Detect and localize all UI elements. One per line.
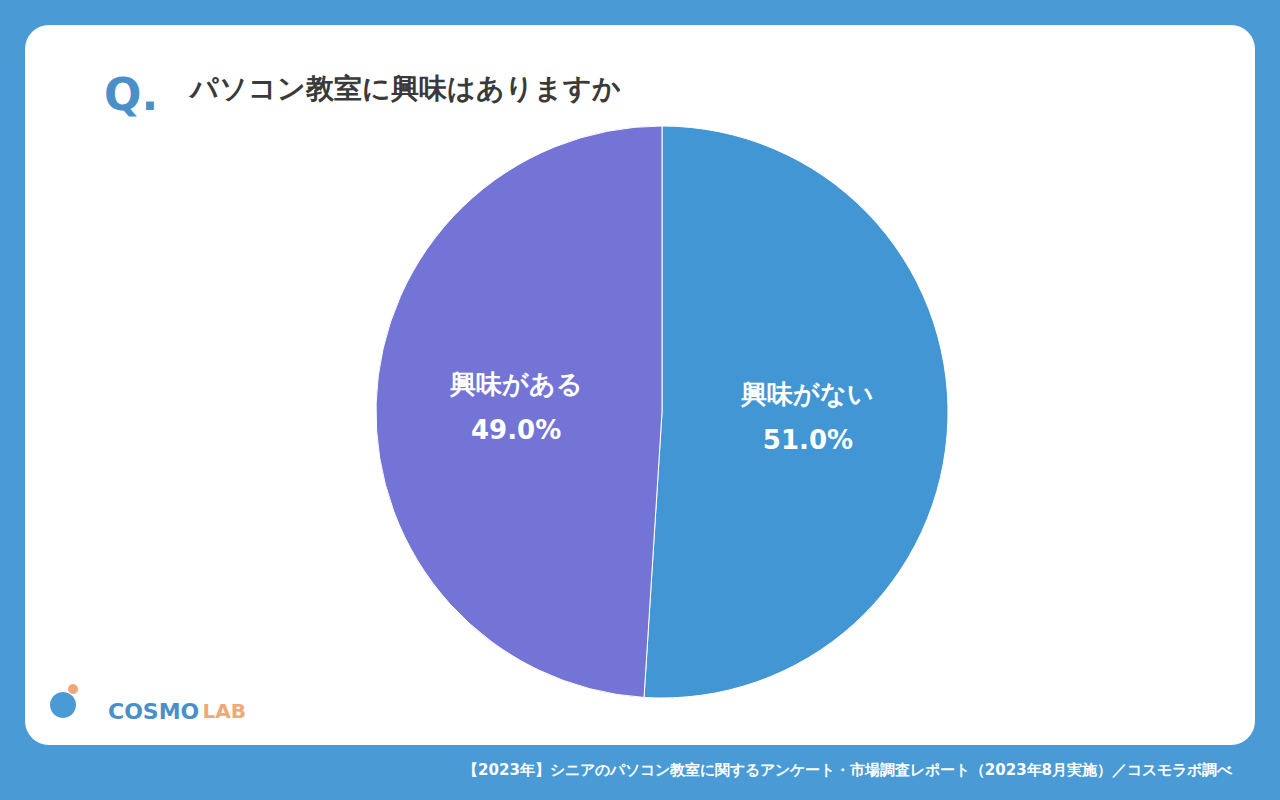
- svg-text:COSMO: COSMO: [108, 699, 199, 724]
- svg-text:51.0%: 51.0%: [763, 425, 853, 455]
- svg-text:興味がある: 興味がある: [449, 369, 583, 399]
- svg-text:49.0%: 49.0%: [471, 415, 561, 445]
- svg-text:興味がない: 興味がない: [740, 379, 874, 409]
- svg-text:パソコン教室に興味はありますか: パソコン教室に興味はありますか: [188, 72, 621, 105]
- svg-text:【2023年】シニアのパソコン教室に関するアンケート・市場調: 【2023年】シニアのパソコン教室に関するアンケート・市場調査レポート（2023…: [463, 761, 1233, 779]
- svg-text:LAB: LAB: [203, 699, 246, 723]
- svg-text:Q.: Q.: [104, 69, 158, 120]
